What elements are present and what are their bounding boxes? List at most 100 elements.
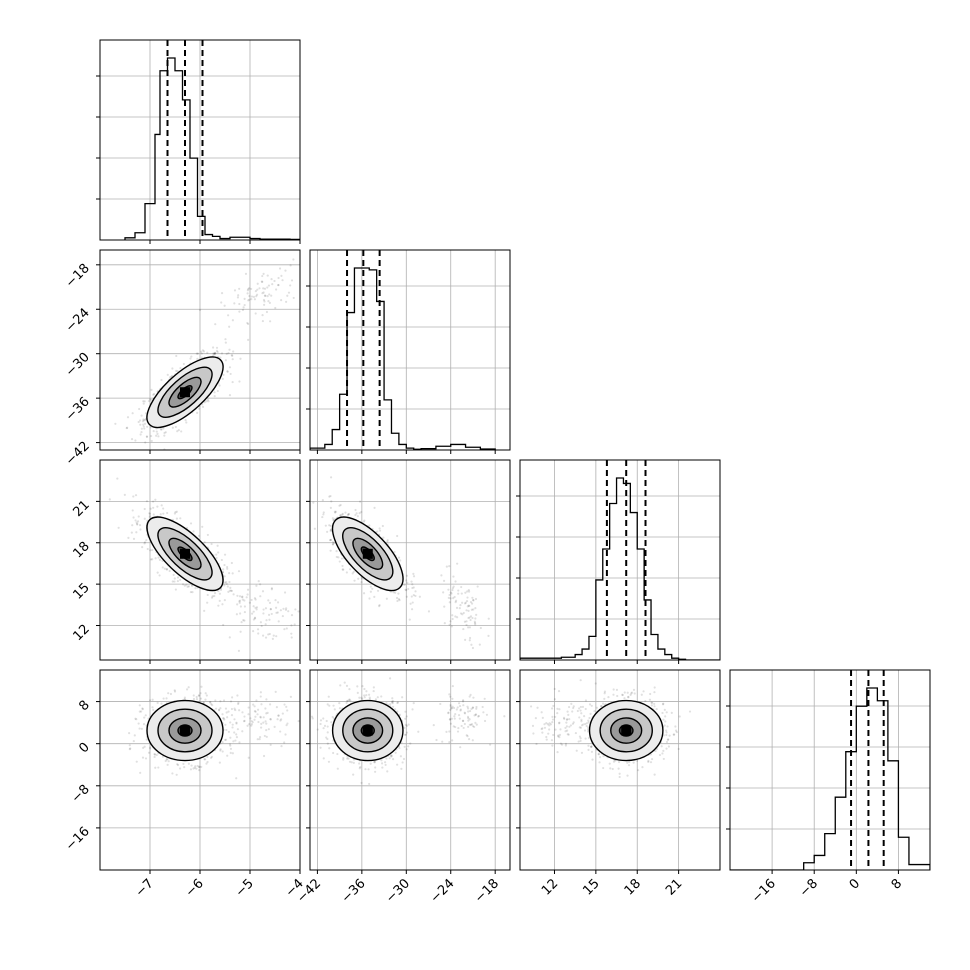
- outlier-sample-point: [265, 619, 268, 622]
- outlier-sample-point: [465, 623, 468, 627]
- sample-point: [226, 567, 229, 570]
- sample-point: [213, 395, 216, 398]
- sample-point: [405, 715, 408, 718]
- outlier-sample-point: [259, 595, 262, 598]
- outlier-sample-point: [478, 643, 481, 646]
- outlier-sample-point: [275, 611, 278, 614]
- outlier-sample-point: [262, 754, 266, 758]
- y-tick-label: 0: [76, 740, 92, 756]
- sample-point: [142, 400, 145, 403]
- sample-point: [396, 599, 399, 603]
- sample-point: [190, 764, 193, 767]
- outlier-sample-point: [474, 623, 477, 626]
- outlier-sample-point: [290, 614, 294, 617]
- sample-point: [376, 696, 379, 699]
- y-tick-label: 12: [71, 622, 93, 644]
- y-tick-label: −18: [63, 261, 93, 291]
- sample-point: [174, 511, 177, 514]
- sample-point: [146, 547, 149, 551]
- sample-point: [141, 546, 144, 549]
- outlier-sample-point: [230, 714, 234, 717]
- sample-point: [247, 756, 250, 759]
- sample-point: [162, 507, 165, 510]
- panel-1-0: −42−36−30−24−18: [63, 249, 304, 469]
- sample-point: [183, 698, 186, 701]
- sample-point: [365, 690, 368, 693]
- sample-point: [141, 707, 144, 710]
- sample-point: [173, 512, 176, 515]
- sample-point: [138, 704, 141, 707]
- sample-point: [331, 543, 335, 546]
- sample-point: [226, 565, 229, 569]
- sample-point: [223, 575, 226, 578]
- y-tick-label: 8: [76, 698, 92, 714]
- sample-point: [130, 438, 134, 441]
- sample-point: [326, 737, 329, 741]
- outlier-sample-point: [448, 601, 451, 604]
- sample-point: [400, 767, 403, 770]
- outlier-sample-point: [223, 304, 226, 307]
- outlier-sample-point: [260, 722, 263, 725]
- sample-point: [346, 757, 349, 760]
- sample-point: [396, 534, 399, 538]
- panel-3-1: −42 −36 −30 −24 −18: [294, 669, 511, 906]
- outlier-sample-point: [270, 294, 273, 297]
- outlier-sample-point: [253, 617, 257, 620]
- panel-content: [310, 250, 496, 450]
- sample-point: [235, 733, 238, 736]
- panel-content: [310, 677, 506, 786]
- sample-point: [145, 738, 148, 741]
- outlier-sample-point: [225, 711, 228, 714]
- sample-point: [194, 587, 197, 590]
- sample-point: [142, 419, 146, 422]
- sample-point: [355, 512, 358, 515]
- outlier-sample-point: [278, 267, 282, 270]
- sample-point: [221, 603, 224, 606]
- outlier-sample-point: [474, 607, 477, 610]
- sample-point: [156, 432, 159, 435]
- outlier-sample-point: [258, 736, 262, 739]
- sample-point: [108, 498, 111, 501]
- sample-point: [402, 757, 406, 761]
- sample-point: [151, 698, 154, 701]
- outlier-sample-point: [253, 298, 257, 301]
- outlier-sample-point: [464, 601, 467, 604]
- outlier-sample-point: [255, 293, 259, 296]
- sample-point: [218, 384, 221, 387]
- sample-point: [399, 755, 402, 758]
- sample-point: [138, 710, 141, 713]
- sample-point: [374, 766, 377, 769]
- outlier-sample-point: [243, 619, 246, 622]
- sample-point: [171, 367, 174, 370]
- outlier-sample-point: [265, 698, 268, 701]
- sample-point: [329, 506, 332, 509]
- sample-point: [134, 494, 138, 497]
- sample-point: [345, 684, 349, 687]
- sample-point: [174, 425, 177, 429]
- outlier-sample-point: [302, 290, 304, 292]
- sample-point: [378, 529, 382, 532]
- sample-point: [243, 719, 246, 723]
- outlier-sample-point: [238, 709, 241, 712]
- sample-point: [329, 524, 332, 528]
- sample-point: [407, 745, 410, 748]
- sample-point: [136, 522, 139, 525]
- sample-point: [176, 430, 179, 433]
- outlier-sample-point: [198, 308, 202, 311]
- sample-point: [360, 696, 363, 699]
- outlier-sample-point: [265, 729, 268, 732]
- sample-point: [221, 713, 224, 716]
- sample-point: [226, 585, 229, 588]
- sample-point: [157, 435, 160, 438]
- outlier-sample-point: [260, 624, 263, 628]
- outlier-sample-point: [262, 608, 265, 611]
- sample-point: [229, 751, 232, 754]
- sample-point: [394, 708, 397, 711]
- outlier-sample-point: [257, 580, 260, 583]
- sample-point: [200, 765, 203, 769]
- outlier-sample-point: [255, 608, 258, 611]
- sample-point: [148, 516, 151, 519]
- sample-point: [219, 748, 222, 751]
- sample-point: [155, 753, 158, 757]
- sample-point: [132, 495, 135, 498]
